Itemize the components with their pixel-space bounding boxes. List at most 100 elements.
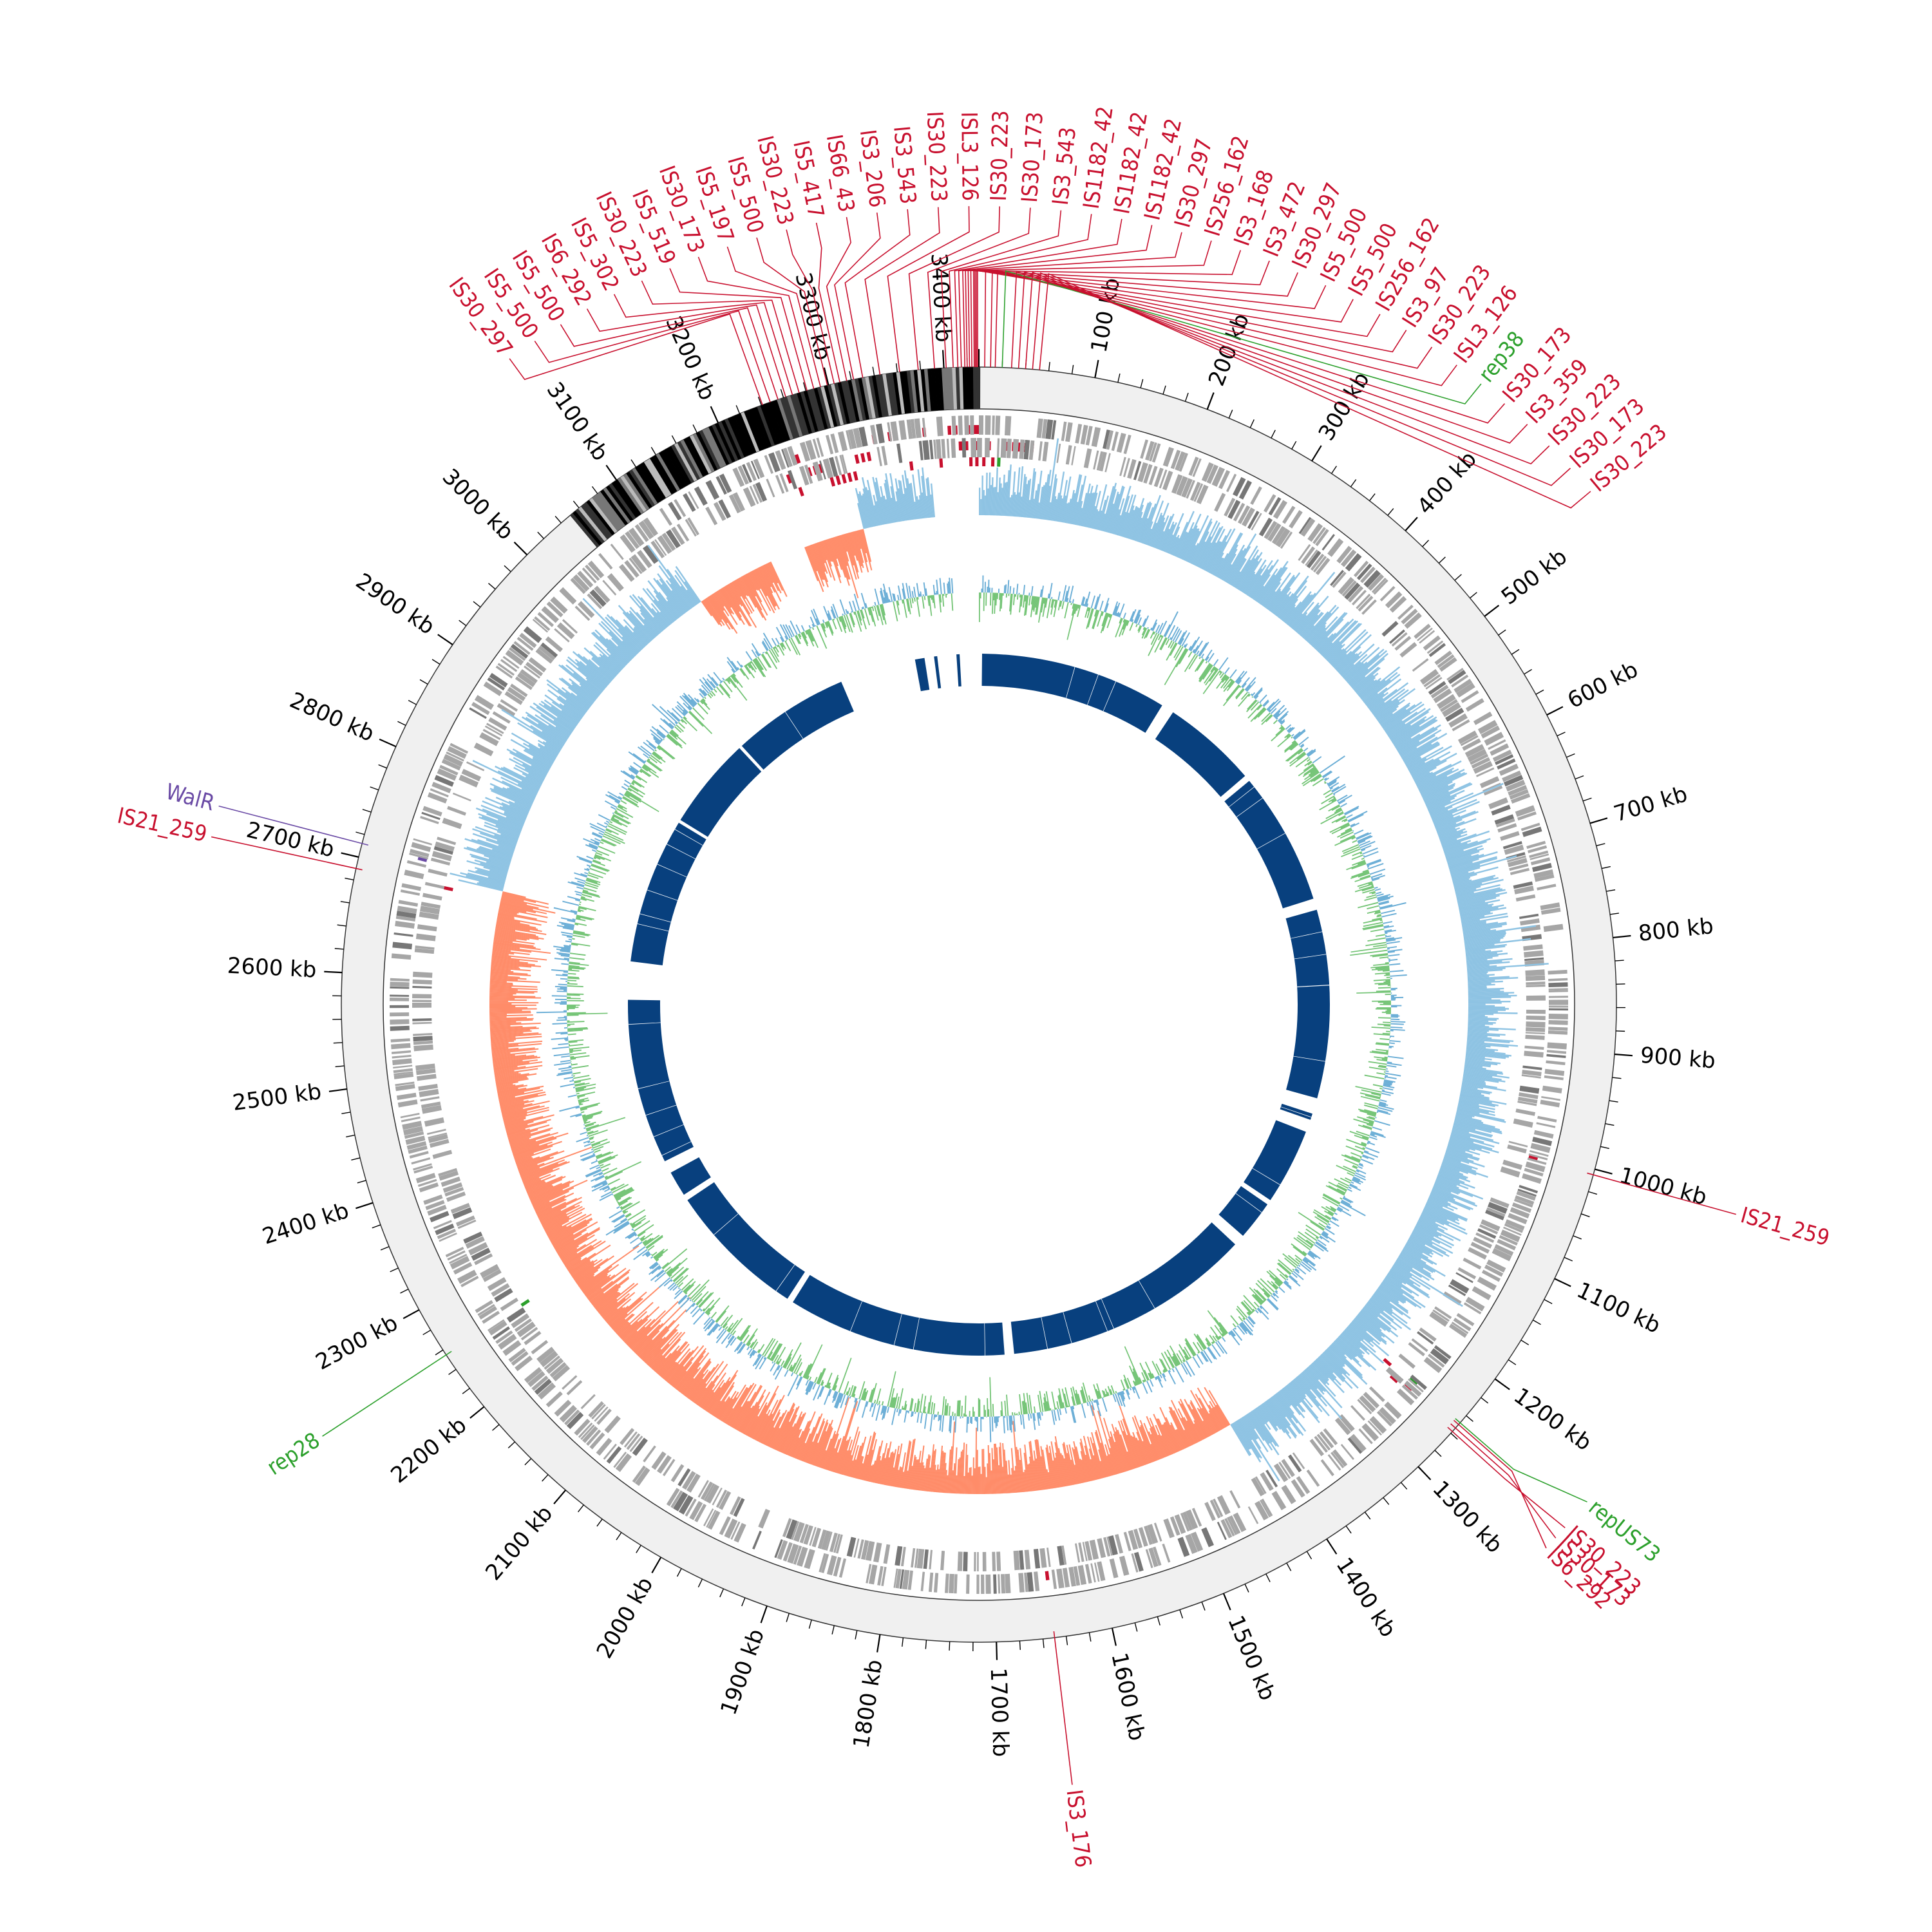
gc-content-bar bbox=[706, 1305, 715, 1315]
gc-skew-bar bbox=[679, 1368, 699, 1393]
gc-skew-bar bbox=[1122, 1430, 1137, 1469]
mobile-density-stripe bbox=[687, 436, 709, 475]
gc-content-bar bbox=[1338, 812, 1344, 817]
gc-skew-bar bbox=[828, 538, 839, 567]
gc-skew-bar bbox=[702, 1392, 715, 1410]
gc-content-bar bbox=[738, 1325, 750, 1340]
gc-skew-bar bbox=[505, 1121, 534, 1130]
gc-skew-bar bbox=[1323, 641, 1340, 658]
gc-skew-bar bbox=[598, 622, 634, 659]
gc-content-bar bbox=[1047, 593, 1050, 599]
gc-skew-bar bbox=[759, 1399, 782, 1443]
gc-skew-bar bbox=[818, 1427, 833, 1468]
gc-skew-bar bbox=[1458, 1103, 1480, 1109]
gc-skew-bar bbox=[630, 1301, 679, 1349]
gene-reverse bbox=[1357, 1399, 1372, 1415]
gc-content-bar bbox=[1050, 599, 1054, 608]
gc-content-bar bbox=[1349, 1131, 1369, 1139]
gc-skew-bar bbox=[500, 776, 538, 795]
gc-skew-bar bbox=[1404, 742, 1440, 764]
gc-skew-bar bbox=[907, 1438, 916, 1490]
gc-content-bar bbox=[1364, 896, 1378, 901]
gc-skew-bar bbox=[493, 947, 532, 953]
gene-reverse bbox=[1430, 685, 1449, 699]
gc-content-bar bbox=[698, 1292, 712, 1307]
mobile-density-stripe bbox=[594, 493, 623, 529]
gene-reverse bbox=[1176, 476, 1188, 496]
gc-content-bar bbox=[1331, 824, 1350, 835]
gc-skew-bar bbox=[1339, 1334, 1364, 1358]
gc-content-bar bbox=[1372, 1126, 1383, 1131]
gc-skew-bar bbox=[1081, 493, 1090, 527]
gc-skew-bar bbox=[1283, 601, 1302, 623]
gene-forward bbox=[587, 560, 605, 579]
gc-skew-bar bbox=[535, 714, 570, 738]
gene-reverse bbox=[825, 1531, 833, 1551]
gc-content-bar bbox=[1386, 941, 1400, 945]
major-tick bbox=[1589, 817, 1608, 824]
mobile-density-stripe bbox=[760, 404, 779, 446]
gc-content-bar bbox=[1092, 609, 1099, 629]
minor-tick bbox=[786, 1613, 790, 1622]
gc-skew-bar bbox=[1011, 1468, 1014, 1493]
gc-skew-bar bbox=[1012, 1421, 1020, 1493]
gc-skew-bar bbox=[1111, 1423, 1128, 1472]
gc-skew-bar bbox=[1302, 1371, 1318, 1390]
gc-content-bar bbox=[1275, 1290, 1278, 1293]
gc-content-bar bbox=[1175, 649, 1188, 668]
gene-reverse bbox=[1455, 1272, 1473, 1283]
gc-skew-bar bbox=[1095, 510, 1103, 530]
gc-content-bar bbox=[942, 1415, 945, 1432]
minor-tick bbox=[554, 516, 562, 524]
gene-reverse bbox=[509, 683, 528, 697]
gene-reverse bbox=[1460, 735, 1479, 746]
gc-content-bar bbox=[1354, 829, 1364, 835]
gc-content-bar bbox=[1383, 1071, 1386, 1073]
gc-content-bar bbox=[893, 1397, 896, 1408]
gc-content-bar bbox=[1231, 1329, 1233, 1331]
mobile-density-stripe bbox=[827, 384, 841, 426]
gc-skew-bar bbox=[1325, 1349, 1344, 1368]
gc-skew-bar bbox=[991, 1448, 994, 1494]
gene-reverse bbox=[1096, 451, 1104, 471]
gene-forward bbox=[1151, 443, 1161, 463]
major-tick bbox=[437, 634, 453, 645]
gc-skew-bar bbox=[1242, 573, 1256, 593]
gc-skew-bar bbox=[523, 1177, 540, 1185]
gc-skew-bar bbox=[499, 1094, 547, 1105]
gene-forward bbox=[1190, 1531, 1204, 1552]
gc-skew-bar bbox=[639, 1309, 687, 1359]
minor-tick bbox=[578, 1504, 584, 1513]
gc-skew-bar bbox=[904, 470, 913, 520]
gc-content-bar bbox=[1296, 1236, 1312, 1249]
gc-content-bar bbox=[1034, 1406, 1036, 1414]
gene-forward bbox=[1542, 1085, 1562, 1094]
gc-content-bar bbox=[1014, 594, 1017, 597]
gene-reverse bbox=[1128, 1530, 1139, 1550]
gene-forward bbox=[393, 1065, 413, 1069]
gc-content-bar bbox=[1115, 1390, 1117, 1394]
gc-skew-bar bbox=[538, 744, 558, 757]
gene-forward bbox=[390, 1012, 410, 1017]
gc-skew-bar bbox=[675, 1350, 706, 1390]
gc-content-bar bbox=[1319, 799, 1337, 811]
gc-content-bar bbox=[838, 1358, 852, 1393]
gc-skew-bar bbox=[1171, 538, 1180, 556]
major-tick bbox=[1222, 1593, 1231, 1611]
gene-forward bbox=[893, 1568, 898, 1588]
gc-content-bar bbox=[1050, 599, 1055, 615]
gene-forward bbox=[524, 1367, 542, 1383]
gc-skew-bar bbox=[677, 1362, 700, 1391]
minor-tick bbox=[1450, 1433, 1458, 1440]
gene-forward bbox=[1226, 473, 1237, 493]
gc-skew-bar bbox=[1446, 855, 1472, 864]
gc-content-bar bbox=[979, 592, 980, 622]
gene-reverse bbox=[447, 806, 466, 816]
gc-content-bar bbox=[1302, 773, 1321, 786]
gc-skew-bar bbox=[1253, 574, 1271, 600]
mobile-density-stripe bbox=[966, 367, 971, 410]
minor-tick bbox=[1369, 493, 1376, 502]
gc-skew-bar bbox=[840, 535, 849, 562]
gc-skew-bar bbox=[489, 981, 513, 985]
gc-skew-bar bbox=[490, 1032, 524, 1036]
